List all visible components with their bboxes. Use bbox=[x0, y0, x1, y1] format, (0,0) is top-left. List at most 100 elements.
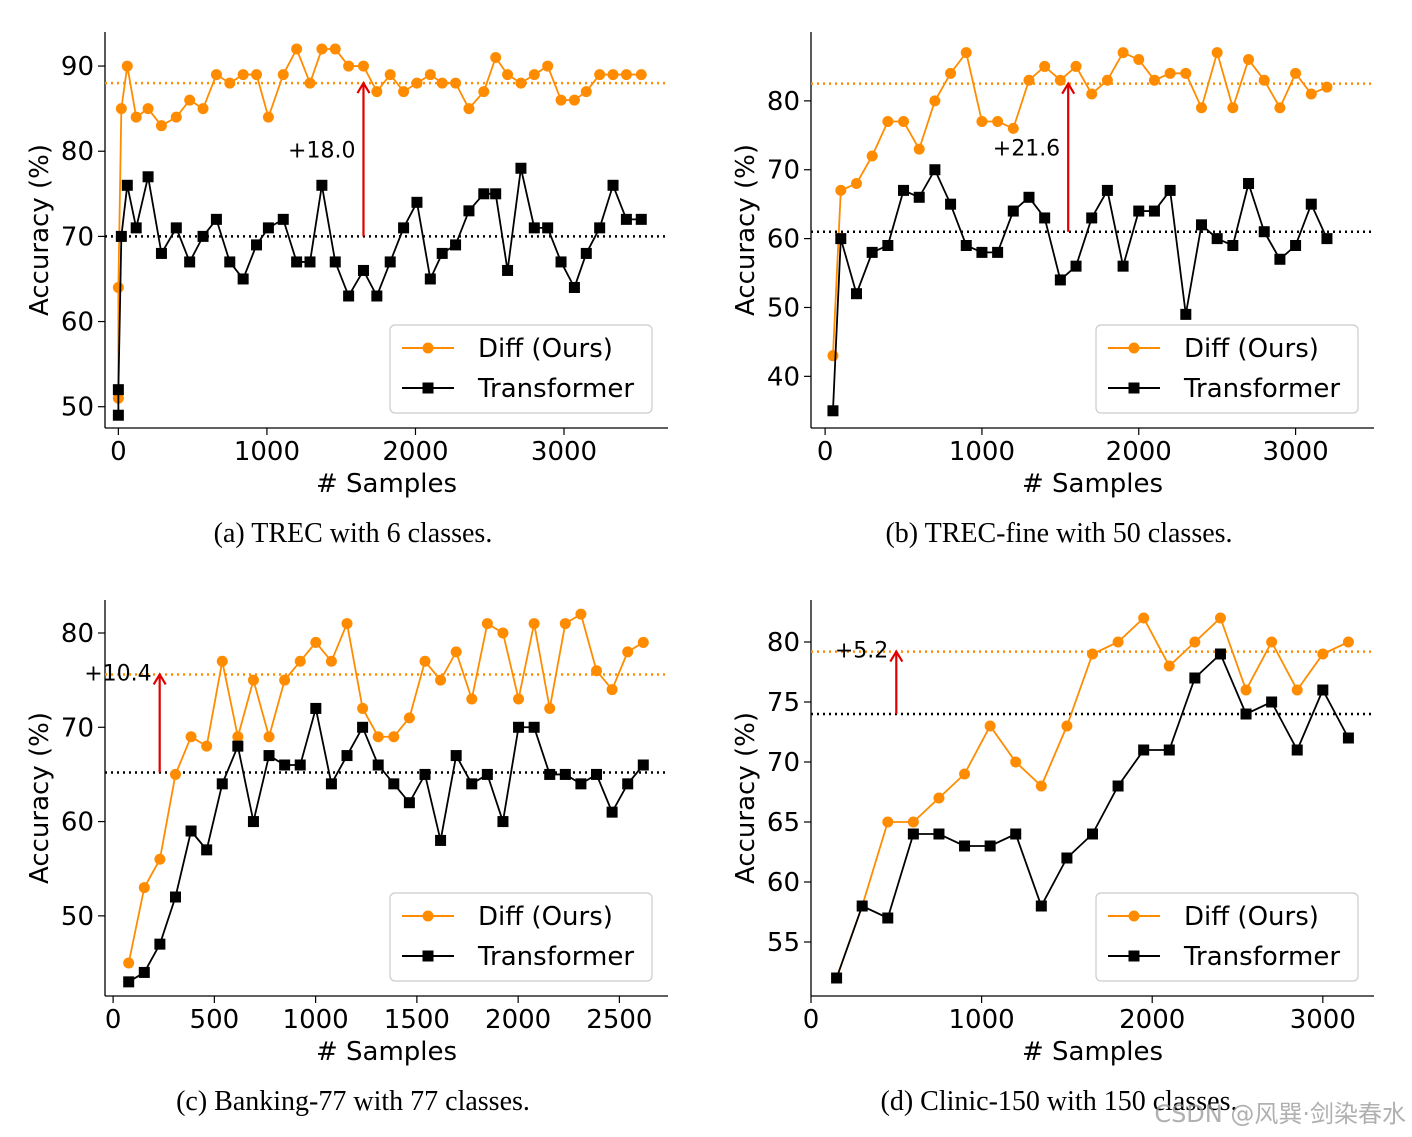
transformer-point bbox=[850, 288, 862, 300]
diff-point bbox=[580, 86, 592, 98]
legend-box bbox=[1095, 324, 1359, 414]
diff-point bbox=[1039, 60, 1051, 72]
diff-point bbox=[463, 103, 475, 115]
diff-point bbox=[138, 882, 150, 894]
transformer-point bbox=[1101, 184, 1113, 196]
diff-point bbox=[929, 95, 941, 107]
transformer-point bbox=[490, 188, 502, 200]
chart-panel-c: 0 500 1000 1500 2000 2500 50 60 70 80 # Samples Acc… bbox=[0, 568, 706, 1136]
transformer-point bbox=[169, 891, 181, 903]
legend-diff-label: Diff (Ours) bbox=[1184, 902, 1319, 932]
diff-point bbox=[1317, 648, 1329, 660]
chart-panel-a: 0 1000 2000 3000 50 60 70 80 90 # Samples Accuracy… bbox=[0, 0, 706, 568]
diff-point bbox=[606, 684, 618, 696]
diff-point bbox=[1117, 47, 1129, 59]
diff-point bbox=[1342, 636, 1354, 648]
transformer-point bbox=[463, 205, 475, 217]
transformer-point bbox=[304, 256, 316, 268]
caption-c: (c) Banking-77 with 77 classes. bbox=[176, 1086, 530, 1117]
diff-point bbox=[490, 52, 502, 64]
diff-point bbox=[357, 702, 369, 714]
x-tick-label: 1000 bbox=[283, 1005, 349, 1035]
transformer-point bbox=[197, 230, 209, 242]
transformer-point bbox=[411, 196, 423, 208]
diff-point bbox=[1061, 720, 1073, 732]
transformer-point bbox=[959, 840, 971, 852]
diff-point bbox=[247, 674, 259, 686]
diff-point bbox=[1274, 102, 1286, 114]
transformer-point bbox=[384, 256, 396, 268]
diff-point bbox=[450, 646, 462, 658]
diff-point bbox=[224, 77, 236, 89]
diff-point bbox=[542, 60, 554, 72]
diff-point bbox=[121, 60, 133, 72]
diff-point bbox=[1211, 47, 1223, 59]
transformer-point bbox=[933, 828, 945, 840]
transformer-point bbox=[542, 222, 554, 234]
diff-point bbox=[384, 69, 396, 81]
y-tick-label: 60 bbox=[767, 225, 800, 255]
legend-box bbox=[1095, 892, 1359, 982]
diff-point bbox=[372, 731, 384, 743]
y-tick-label: 75 bbox=[767, 688, 800, 718]
diff-point bbox=[155, 120, 167, 132]
transformer-series-line bbox=[128, 708, 644, 983]
transformer-point bbox=[898, 184, 910, 196]
diff-point bbox=[992, 116, 1004, 128]
diff-point bbox=[898, 116, 910, 128]
diff-point bbox=[1243, 54, 1255, 66]
diff-point bbox=[341, 618, 353, 630]
x-tick-label: 3000 bbox=[1263, 437, 1329, 467]
transformer-point bbox=[528, 721, 540, 733]
transformer-point bbox=[515, 162, 527, 174]
diff-point bbox=[357, 60, 369, 72]
transformer-point bbox=[929, 164, 941, 176]
transformer-point bbox=[882, 239, 894, 251]
transformer-point bbox=[1163, 744, 1175, 756]
diff-point bbox=[435, 674, 447, 686]
transformer-point bbox=[1138, 744, 1150, 756]
watermark: CSDN @风巽·剑染春水 bbox=[1154, 1100, 1406, 1128]
transformer-point bbox=[1290, 239, 1302, 251]
diff-point bbox=[635, 69, 647, 81]
diff-point bbox=[959, 768, 971, 780]
transformer-point bbox=[1180, 308, 1192, 320]
transformer-point bbox=[1112, 780, 1124, 792]
x-tick-label: 0 bbox=[110, 437, 127, 467]
diff-point bbox=[497, 627, 509, 639]
gain-arrow-head bbox=[152, 672, 167, 686]
transformer-point bbox=[1164, 184, 1176, 196]
diff-point bbox=[263, 731, 275, 743]
y-tick-label: 40 bbox=[767, 362, 800, 392]
transformer-point bbox=[1214, 648, 1226, 660]
diff-series-line bbox=[832, 49, 1328, 356]
diff-point bbox=[1112, 636, 1124, 648]
x-tick-label: 0 bbox=[105, 1005, 122, 1035]
diff-point bbox=[398, 86, 410, 98]
transformer-point bbox=[580, 247, 592, 259]
y-tick-label: 55 bbox=[767, 928, 800, 958]
diff-point bbox=[1007, 122, 1019, 134]
diff-point bbox=[1258, 74, 1270, 86]
diff-point bbox=[142, 103, 154, 115]
x-tick-label: 0 bbox=[803, 1005, 820, 1035]
diff-point bbox=[907, 816, 919, 828]
x-tick-label: 1000 bbox=[949, 437, 1015, 467]
transformer-point bbox=[637, 759, 649, 771]
transformer-point bbox=[866, 246, 878, 258]
transformer-point bbox=[502, 264, 514, 276]
diff-point bbox=[1189, 636, 1201, 648]
x-axis-label: # Samples bbox=[1022, 469, 1163, 499]
y-tick-label: 60 bbox=[61, 308, 94, 338]
diff-point bbox=[594, 69, 606, 81]
transformer-point bbox=[170, 222, 182, 234]
transformer-point bbox=[154, 938, 166, 950]
diff-point bbox=[1087, 648, 1098, 660]
diff-point bbox=[1266, 636, 1278, 648]
diff-point bbox=[130, 111, 142, 123]
transformer-point bbox=[620, 213, 632, 225]
transformer-point bbox=[1195, 219, 1207, 231]
transformer-point bbox=[606, 806, 618, 818]
diff-point bbox=[1180, 67, 1192, 79]
diff-point bbox=[201, 740, 213, 752]
